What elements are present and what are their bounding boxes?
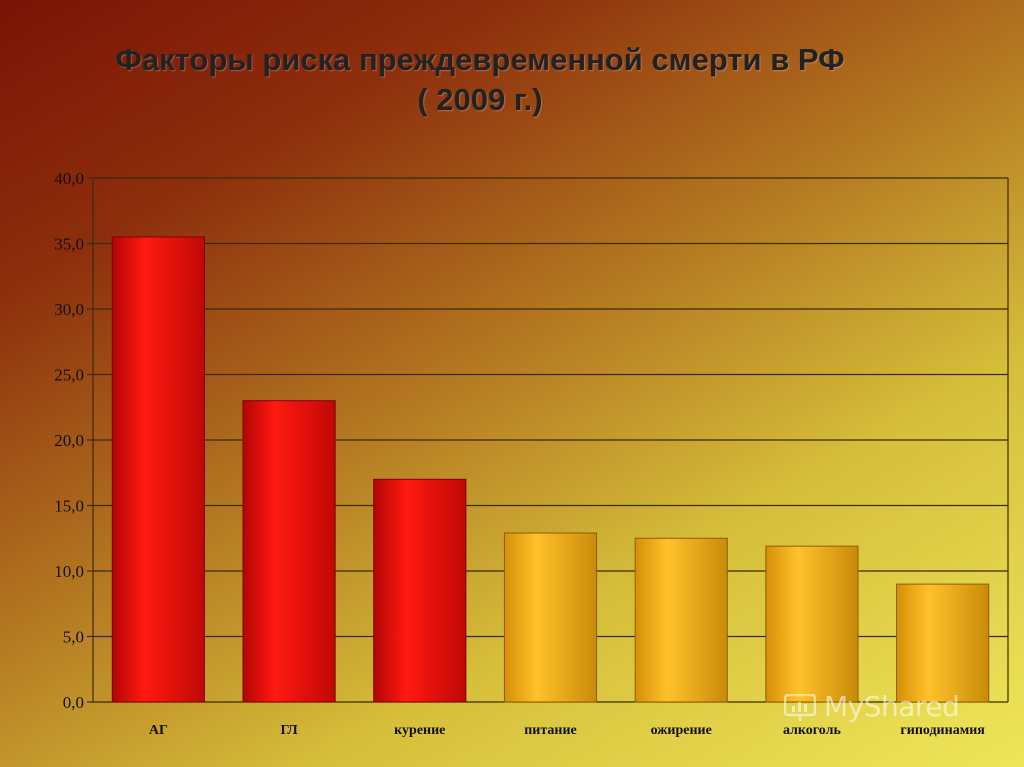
y-tick-label: 35,0 (54, 235, 84, 254)
bar-4 (503, 532, 598, 703)
chart-title-line1: Факторы риска преждевременной смерти в Р… (115, 42, 845, 77)
y-tick-label: 15,0 (54, 497, 84, 516)
x-tick-label: ГЛ (280, 723, 298, 738)
y-tick-label: 25,0 (54, 366, 84, 385)
x-tick-label: алкоголь (783, 723, 842, 738)
bar-1 (111, 236, 205, 703)
bar-2 (242, 400, 336, 703)
chart-title-line2: ( 2009 г.) (417, 82, 543, 117)
bar-5 (634, 537, 728, 703)
presentation-chart-icon (784, 694, 816, 721)
x-tick-label: гиподинамия (900, 723, 985, 738)
y-tick-label: 0,0 (63, 693, 84, 712)
y-axis-ticks: 0,0 5,0 10,0 15,0 20,0 25,0 30,0 35,0 40,0 (54, 169, 84, 712)
y-tick-label: 5,0 (63, 628, 84, 647)
bar-3 (373, 478, 467, 703)
y-tick-label: 20,0 (54, 431, 84, 450)
watermark: MyShared (782, 690, 982, 730)
x-tick-label: АГ (149, 723, 168, 738)
y-tick-label: 40,0 (54, 169, 84, 188)
x-axis-labels: АГ ГЛ курение питание ожирение алкоголь гиподи… (149, 723, 985, 738)
x-tick-label: курение (394, 723, 445, 738)
y-tick-label: 10,0 (54, 562, 84, 581)
bar-7 (896, 583, 990, 703)
x-tick-label: питание (524, 723, 577, 738)
y-tick-label: 30,0 (54, 300, 84, 319)
watermark-text: MyShared (824, 690, 960, 723)
x-tick-label: ожирение (651, 723, 712, 738)
bar-6 (765, 545, 859, 703)
chart-title: Факторы риска преждевременной смерти в Р… (0, 40, 960, 120)
bars (111, 236, 990, 703)
